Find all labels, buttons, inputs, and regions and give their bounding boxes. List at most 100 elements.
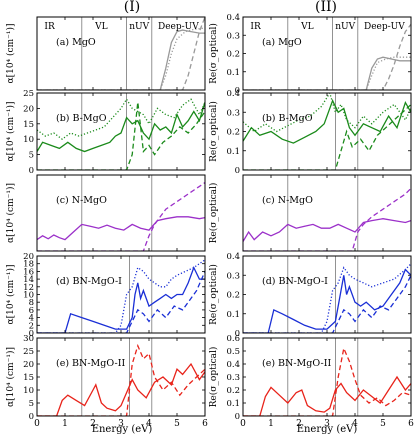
y-tick-label: 20 [23, 252, 34, 262]
x-tick-label: 0 [34, 419, 40, 429]
panel-label: (b) B-MgO [262, 113, 313, 124]
y-tick-label: 5 [29, 399, 34, 409]
region-label: VL [300, 22, 313, 32]
y-axis-label: α[10⁴ (cm⁻¹)] [5, 102, 16, 162]
y-tick-label: 0.2 [226, 128, 240, 138]
y-tick-label: 0.4 [226, 89, 240, 99]
x-tick-label: 5 [174, 419, 180, 429]
series-line-dotted [37, 27, 205, 90]
series-line-dashed [243, 187, 411, 251]
y-tick-label: 16 [23, 267, 34, 277]
y-tick-label: 10 [23, 291, 34, 301]
y-axis-label: Re(σ_optical) [208, 183, 219, 244]
series-line-solid [243, 375, 411, 416]
x-axis-label-left: Energy (eV) [92, 424, 153, 435]
plot-frame [36, 174, 206, 252]
panel-label: (a) MgO [262, 37, 302, 48]
y-axis-label: Re(σ_optical) [208, 23, 219, 84]
panel-label: (d) BN-MgO-I [262, 276, 328, 287]
region-label: nUV [335, 22, 355, 32]
panel-0-1: 0 5 10 15 20 25 (b) B-MgO α[10⁴ (cm⁻¹)] [5, 89, 206, 176]
y-axis-label: α[10⁴ (cm⁻¹)] [5, 265, 16, 325]
y-tick-label: 0 [235, 329, 240, 339]
panel-label: (c) N-MgO [262, 195, 313, 206]
series-line-dashed [243, 23, 411, 90]
plot-frame [242, 174, 412, 252]
y-tick-label: 0.2 [226, 386, 240, 396]
x-tick-label: 6 [408, 419, 414, 429]
series-line-dashed [243, 275, 411, 333]
y-tick-label: 0.3 [226, 31, 240, 41]
x-tick-label: 4 [352, 419, 358, 429]
y-tick-label: 30 [23, 334, 34, 344]
series-line-solid [37, 29, 205, 90]
panel-label: (e) BN-MgO-II [262, 358, 331, 369]
panel-label: (b) B-MgO [56, 113, 107, 124]
x-tick-label: 3 [118, 419, 124, 429]
y-tick-label: 0 [235, 166, 240, 176]
plot-frame [242, 255, 412, 334]
series-line-solid [243, 218, 411, 242]
y-tick-label: 0.4 [226, 13, 240, 23]
x-tick-label: 2 [90, 419, 96, 429]
x-tick-label: 3 [324, 419, 330, 429]
y-axis-label: α[10⁴ (cm⁻¹)] [5, 347, 16, 407]
y-tick-label: 0.2 [226, 291, 240, 301]
y-tick-label: 0.1 [226, 310, 240, 320]
region-label: VL [94, 22, 107, 32]
region-label: IR [250, 22, 261, 32]
column-title-ii: (II) [315, 0, 337, 15]
y-tick-label: 12 [23, 283, 34, 293]
series-line-dashed [37, 17, 205, 90]
y-tick-label: 10 [23, 386, 34, 396]
y-tick-label: 15 [23, 373, 34, 383]
y-tick-label: 0.1 [226, 68, 240, 78]
y-tick-label: 0 [29, 329, 34, 339]
y-axis-label: Re(σ_optical) [208, 264, 219, 325]
y-tick-label: 0 [29, 166, 34, 176]
plot-frame [242, 337, 412, 417]
y-tick-label: 0 [235, 86, 240, 96]
y-tick-label: 6 [29, 306, 34, 316]
y-tick-label: 0.3 [226, 108, 240, 118]
x-tick-label: 1 [62, 419, 68, 429]
y-tick-label: 14 [23, 275, 34, 285]
panel-label: (d) BN-MgO-I [56, 276, 122, 287]
y-tick-label: 0.2 [226, 50, 240, 60]
y-tick-label: 20 [23, 360, 34, 370]
y-tick-label: 8 [29, 298, 34, 308]
x-tick-label: 1 [268, 419, 274, 429]
y-tick-label: 0.5 [226, 347, 240, 357]
x-tick-label: 6 [202, 419, 208, 429]
y-axis-label: α[10⁴ (cm⁻¹)] [5, 24, 16, 84]
region-label: IR [44, 22, 55, 32]
panel-1-2: (c) N-MgO Re(σ_optical) [208, 174, 412, 252]
series-line-dotted [37, 259, 205, 333]
region-label: nUV [129, 22, 149, 32]
series-line-dashed [243, 346, 411, 416]
x-tick-label: 5 [380, 419, 386, 429]
panel-1-1: 0 0.1 0.2 0.3 0.4 (b) B-MgO Re(σ_optical) [208, 89, 412, 176]
y-tick-label: 15 [23, 120, 34, 130]
series-line-dashed [243, 104, 411, 170]
series-line-solid [37, 216, 205, 241]
y-axis-label: α[10⁴ (cm⁻¹)] [5, 183, 16, 243]
panel-label: (c) N-MgO [56, 195, 107, 206]
panel-label: (e) BN-MgO-II [56, 358, 125, 369]
y-tick-label: 0 [29, 412, 34, 422]
y-tick-label: 0.3 [226, 373, 240, 383]
y-tick-label: 20 [23, 104, 34, 114]
series-line-dashed [37, 182, 205, 251]
y-tick-label: 4 [29, 314, 34, 324]
y-axis-label: Re(σ_optical) [208, 101, 219, 162]
y-tick-label: 10 [23, 135, 34, 145]
column-title-i: (I) [124, 0, 140, 15]
y-tick-label: 25 [23, 347, 34, 357]
plot-frame [242, 92, 412, 171]
y-tick-label: 2 [29, 321, 34, 331]
